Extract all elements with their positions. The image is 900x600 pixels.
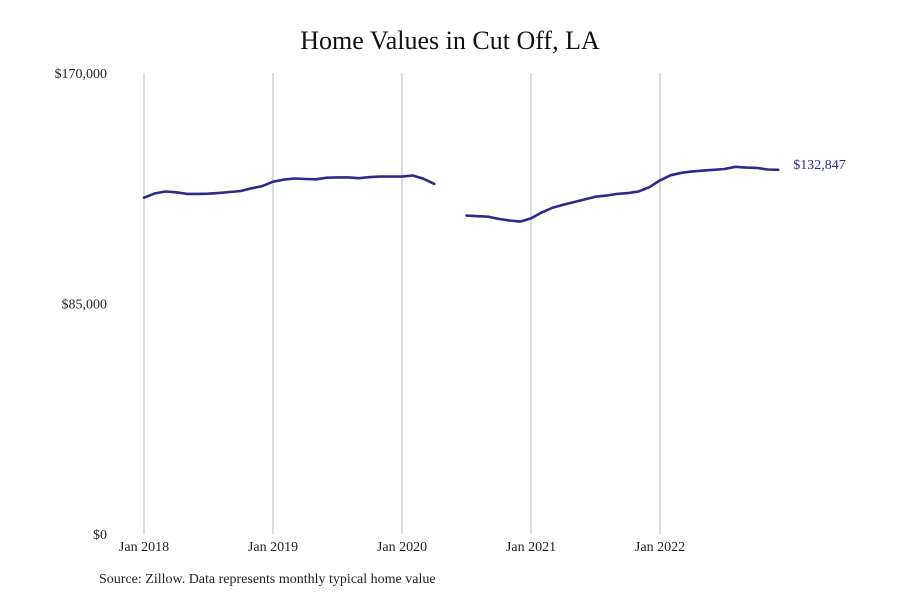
y-tick-label: $170,000: [55, 67, 108, 82]
chart-title: Home Values in Cut Off, LA: [300, 26, 600, 55]
x-tick-label: Jan 2021: [506, 540, 556, 555]
y-tick-label: $85,000: [62, 298, 108, 313]
end-value-label: $132,847: [793, 158, 846, 173]
series-lines: [142, 165, 780, 223]
x-tick-label: Jan 2020: [377, 540, 427, 555]
y-tick-label: $0: [93, 528, 107, 543]
x-axis-ticks: Jan 2018 Jan 2019 Jan 2020 Jan 2021 Jan 2022: [119, 540, 685, 555]
x-tick-label: Jan 2019: [248, 540, 298, 555]
source-note: Source: Zillow. Data represents monthly …: [99, 572, 436, 587]
y-axis-ticks: $0 $85,000 $170,000: [55, 67, 108, 543]
gridlines: [143, 73, 661, 534]
series-line-segment-1: [465, 165, 780, 223]
x-tick-label: Jan 2018: [119, 540, 169, 555]
series-line-segment-0: [142, 174, 436, 199]
x-tick-label: Jan 2022: [635, 540, 685, 555]
